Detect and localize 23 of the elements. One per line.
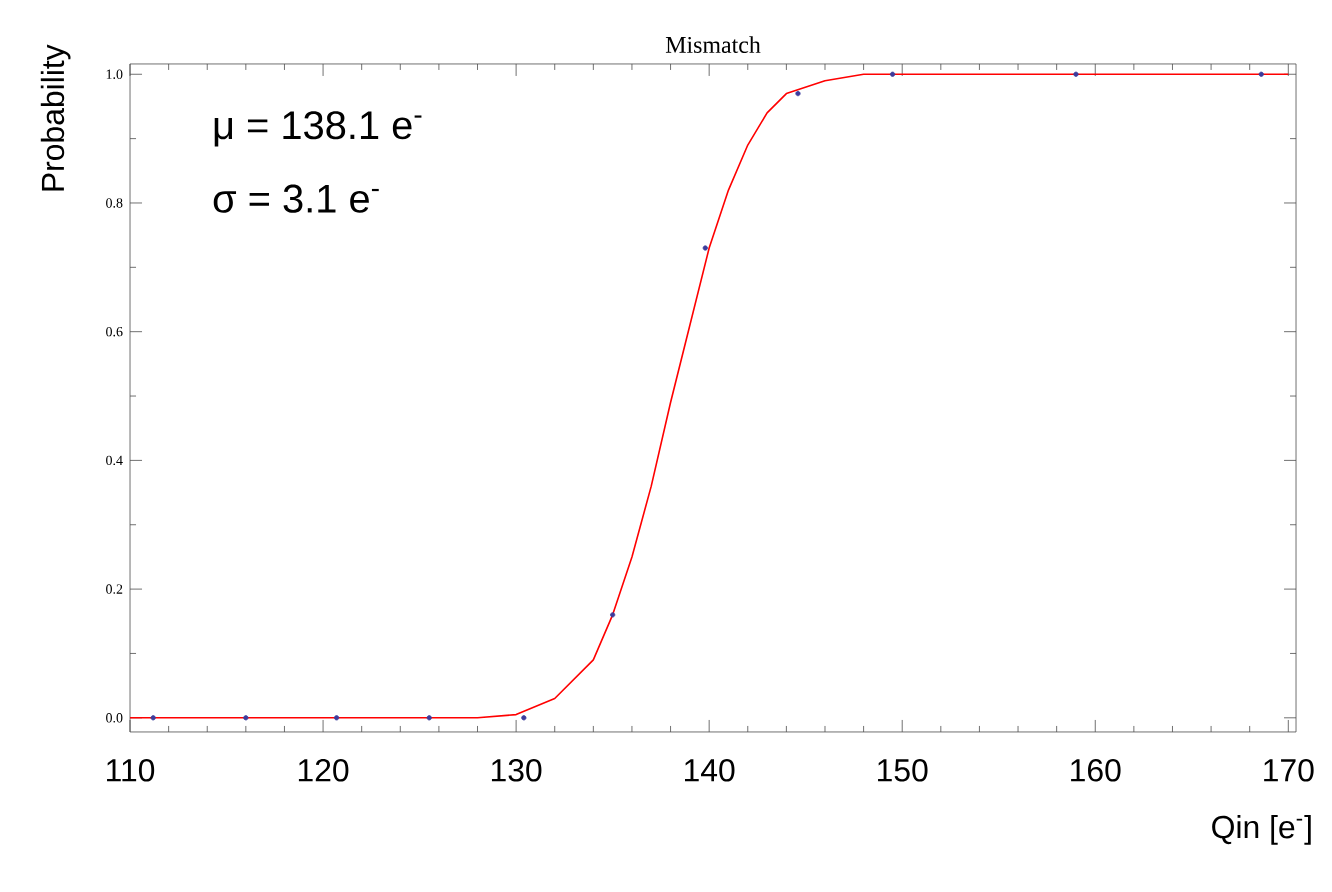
point	[889, 71, 896, 77]
point	[610, 612, 616, 618]
point	[243, 715, 249, 721]
point	[150, 715, 156, 721]
x-tick-label: 120	[298, 759, 349, 782]
point	[795, 90, 801, 97]
point	[702, 245, 708, 251]
point	[1073, 71, 1079, 77]
annotation: σ = 3.1 e$^{-}$	[213, 184, 379, 213]
x-tick-label: 150	[878, 759, 928, 782]
point	[426, 715, 432, 721]
point	[333, 715, 340, 721]
x-axis-title: Qin [e$^{-}$]	[1212, 815, 1311, 845]
point	[521, 715, 527, 721]
annotation: μ = 138.1 e$^{-}$	[214, 111, 422, 147]
x-tick-label: 130	[491, 759, 542, 782]
x-tick-label: 170	[1264, 759, 1314, 782]
x-tick-label: 160	[1071, 759, 1121, 782]
y-axis-title: Probability	[40, 44, 71, 191]
point	[1258, 71, 1264, 77]
x-tick-label: 110	[107, 759, 155, 782]
x-tick-label: 140	[685, 759, 735, 782]
chart-title: Mismatch	[665, 36, 761, 53]
